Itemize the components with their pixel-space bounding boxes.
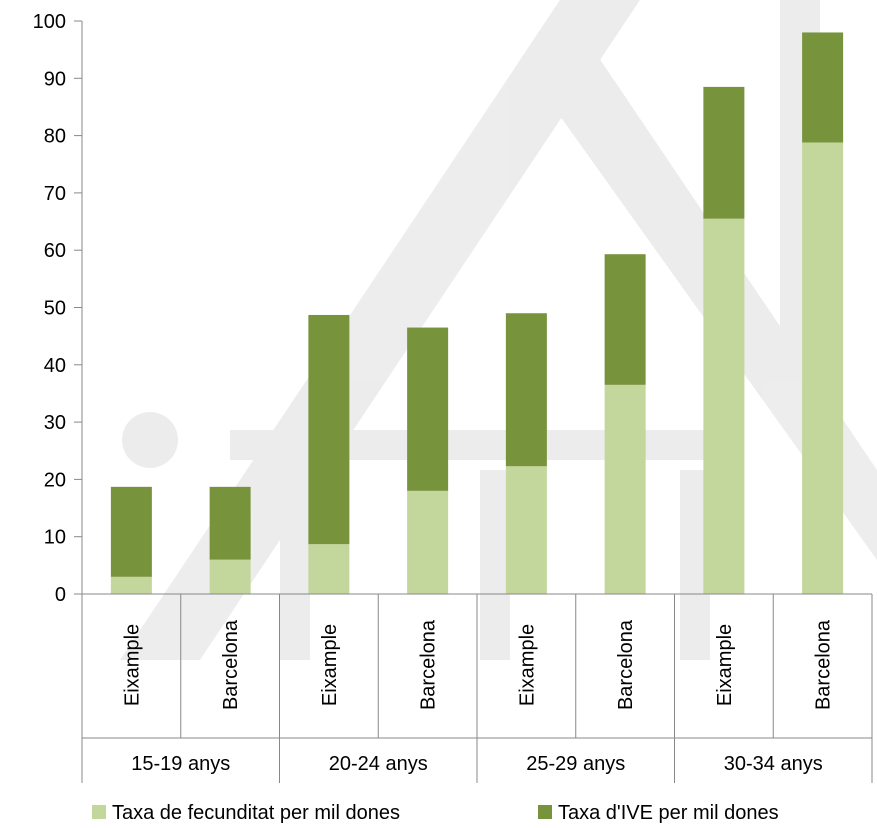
y-tick-label: 100	[33, 11, 66, 33]
x-category-label: Barcelona	[418, 619, 440, 710]
bar-fecunditat	[703, 218, 745, 594]
x-group-label: 20-24 anys	[329, 753, 428, 775]
x-category-label: Barcelona	[615, 619, 637, 710]
legend-label: Taxa d'IVE per mil dones	[558, 802, 779, 824]
bar-fecunditat	[604, 384, 646, 594]
bar-ive	[110, 486, 152, 577]
x-category-label: Eixample	[319, 624, 341, 706]
legend-label: Taxa de fecunditat per mil dones	[112, 802, 400, 824]
legend-swatch	[92, 805, 106, 819]
x-category-label: Barcelona	[813, 619, 835, 710]
x-group-label: 25-29 anys	[526, 753, 625, 775]
bar-ive	[407, 327, 449, 491]
y-tick-label: 10	[44, 527, 66, 549]
bar-fecunditat	[407, 490, 449, 594]
y-tick-label: 50	[44, 298, 66, 320]
bar-ive	[604, 254, 646, 385]
x-category-label: Eixample	[121, 624, 143, 706]
bar-fecunditat	[308, 544, 350, 594]
bar-fecunditat	[209, 559, 251, 594]
y-tick-label: 20	[44, 469, 66, 491]
y-tick-label: 30	[44, 412, 66, 434]
bar-fecunditat	[505, 466, 547, 594]
bar-ive	[308, 314, 350, 545]
y-tick-label: 0	[55, 584, 66, 606]
y-axis: 0 10 20 30 40 50 60 70 80 90 100	[33, 11, 83, 606]
bar-ive	[703, 86, 745, 219]
legend: Taxa de fecunditat per mil dones Taxa d'I…	[92, 802, 779, 824]
bar-fecunditat	[110, 576, 152, 594]
x-category-label: Barcelona	[220, 619, 242, 710]
bar-ive	[802, 32, 844, 143]
legend-swatch	[538, 805, 552, 819]
x-group-label: 30-34 anys	[724, 753, 823, 775]
y-tick-label: 80	[44, 126, 66, 148]
y-tick-label: 40	[44, 355, 66, 377]
bar-ive	[505, 313, 547, 467]
x-group-label: 15-19 anys	[131, 753, 230, 775]
y-tick-label: 70	[44, 183, 66, 205]
bar-fecunditat	[802, 142, 844, 594]
y-tick-label: 60	[44, 240, 66, 262]
x-axis: Eixample Barcelona Eixample Barcelona Eixamp…	[81, 593, 873, 783]
y-tick-label: 90	[44, 68, 66, 90]
x-category-label: Eixample	[516, 624, 538, 706]
x-category-label: Eixample	[714, 624, 736, 706]
bar-ive	[209, 486, 251, 560]
bars	[110, 32, 844, 594]
